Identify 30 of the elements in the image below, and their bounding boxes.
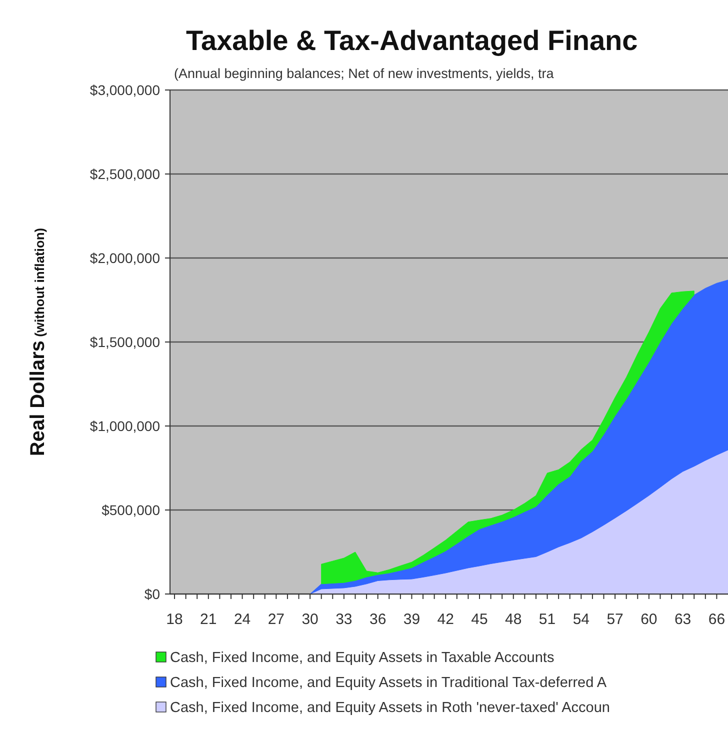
x-tick-label: 66 [708, 611, 726, 628]
y-tick-label: $500,000 [102, 502, 160, 518]
x-tick-label: 36 [369, 611, 386, 628]
chart-subtitle: (Annual beginning balances; Net of new investments, yields, tra [174, 66, 554, 81]
y-axis-title: Real Dollars (without inflation) [27, 228, 49, 456]
x-tick-label: 39 [403, 611, 420, 628]
x-tick-label: 48 [505, 611, 522, 628]
legend-label: Cash, Fixed Income, and Equity Assets in Roth 'never-taxed' Accoun [170, 700, 610, 716]
x-tick-label: 21 [200, 611, 217, 628]
x-tick-label: 51 [538, 611, 556, 628]
x-tick-label: 30 [302, 611, 318, 628]
chart-title: Taxable & Tax-Advantaged Financ [186, 25, 638, 56]
x-tick-label: 42 [437, 611, 454, 628]
y-tick-label: $2,000,000 [90, 250, 160, 266]
x-tick-label: 27 [268, 611, 285, 628]
y-tick-label: $1,500,000 [90, 334, 160, 350]
y-tick-label: $1,000,000 [90, 418, 160, 434]
x-tick-label: 24 [234, 611, 251, 628]
x-tick-label: 33 [336, 611, 352, 628]
x-tick-label: 57 [606, 611, 624, 628]
x-tick-label: 54 [572, 611, 590, 628]
x-tick-label: 18 [166, 611, 183, 628]
legend-label: Cash, Fixed Income, and Equity Assets in Traditional Tax-deferred A [170, 675, 607, 691]
legend-label: Cash, Fixed Income, and Equity Assets in Taxable Accounts [170, 650, 554, 666]
y-tick-label: $3,000,000 [90, 82, 160, 98]
x-tick-label: 63 [674, 611, 692, 628]
x-tick-label: 45 [471, 611, 488, 628]
y-tick-label: $0 [144, 586, 160, 602]
x-tick-label: 60 [640, 611, 658, 628]
y-tick-label: $2,500,000 [90, 166, 160, 182]
